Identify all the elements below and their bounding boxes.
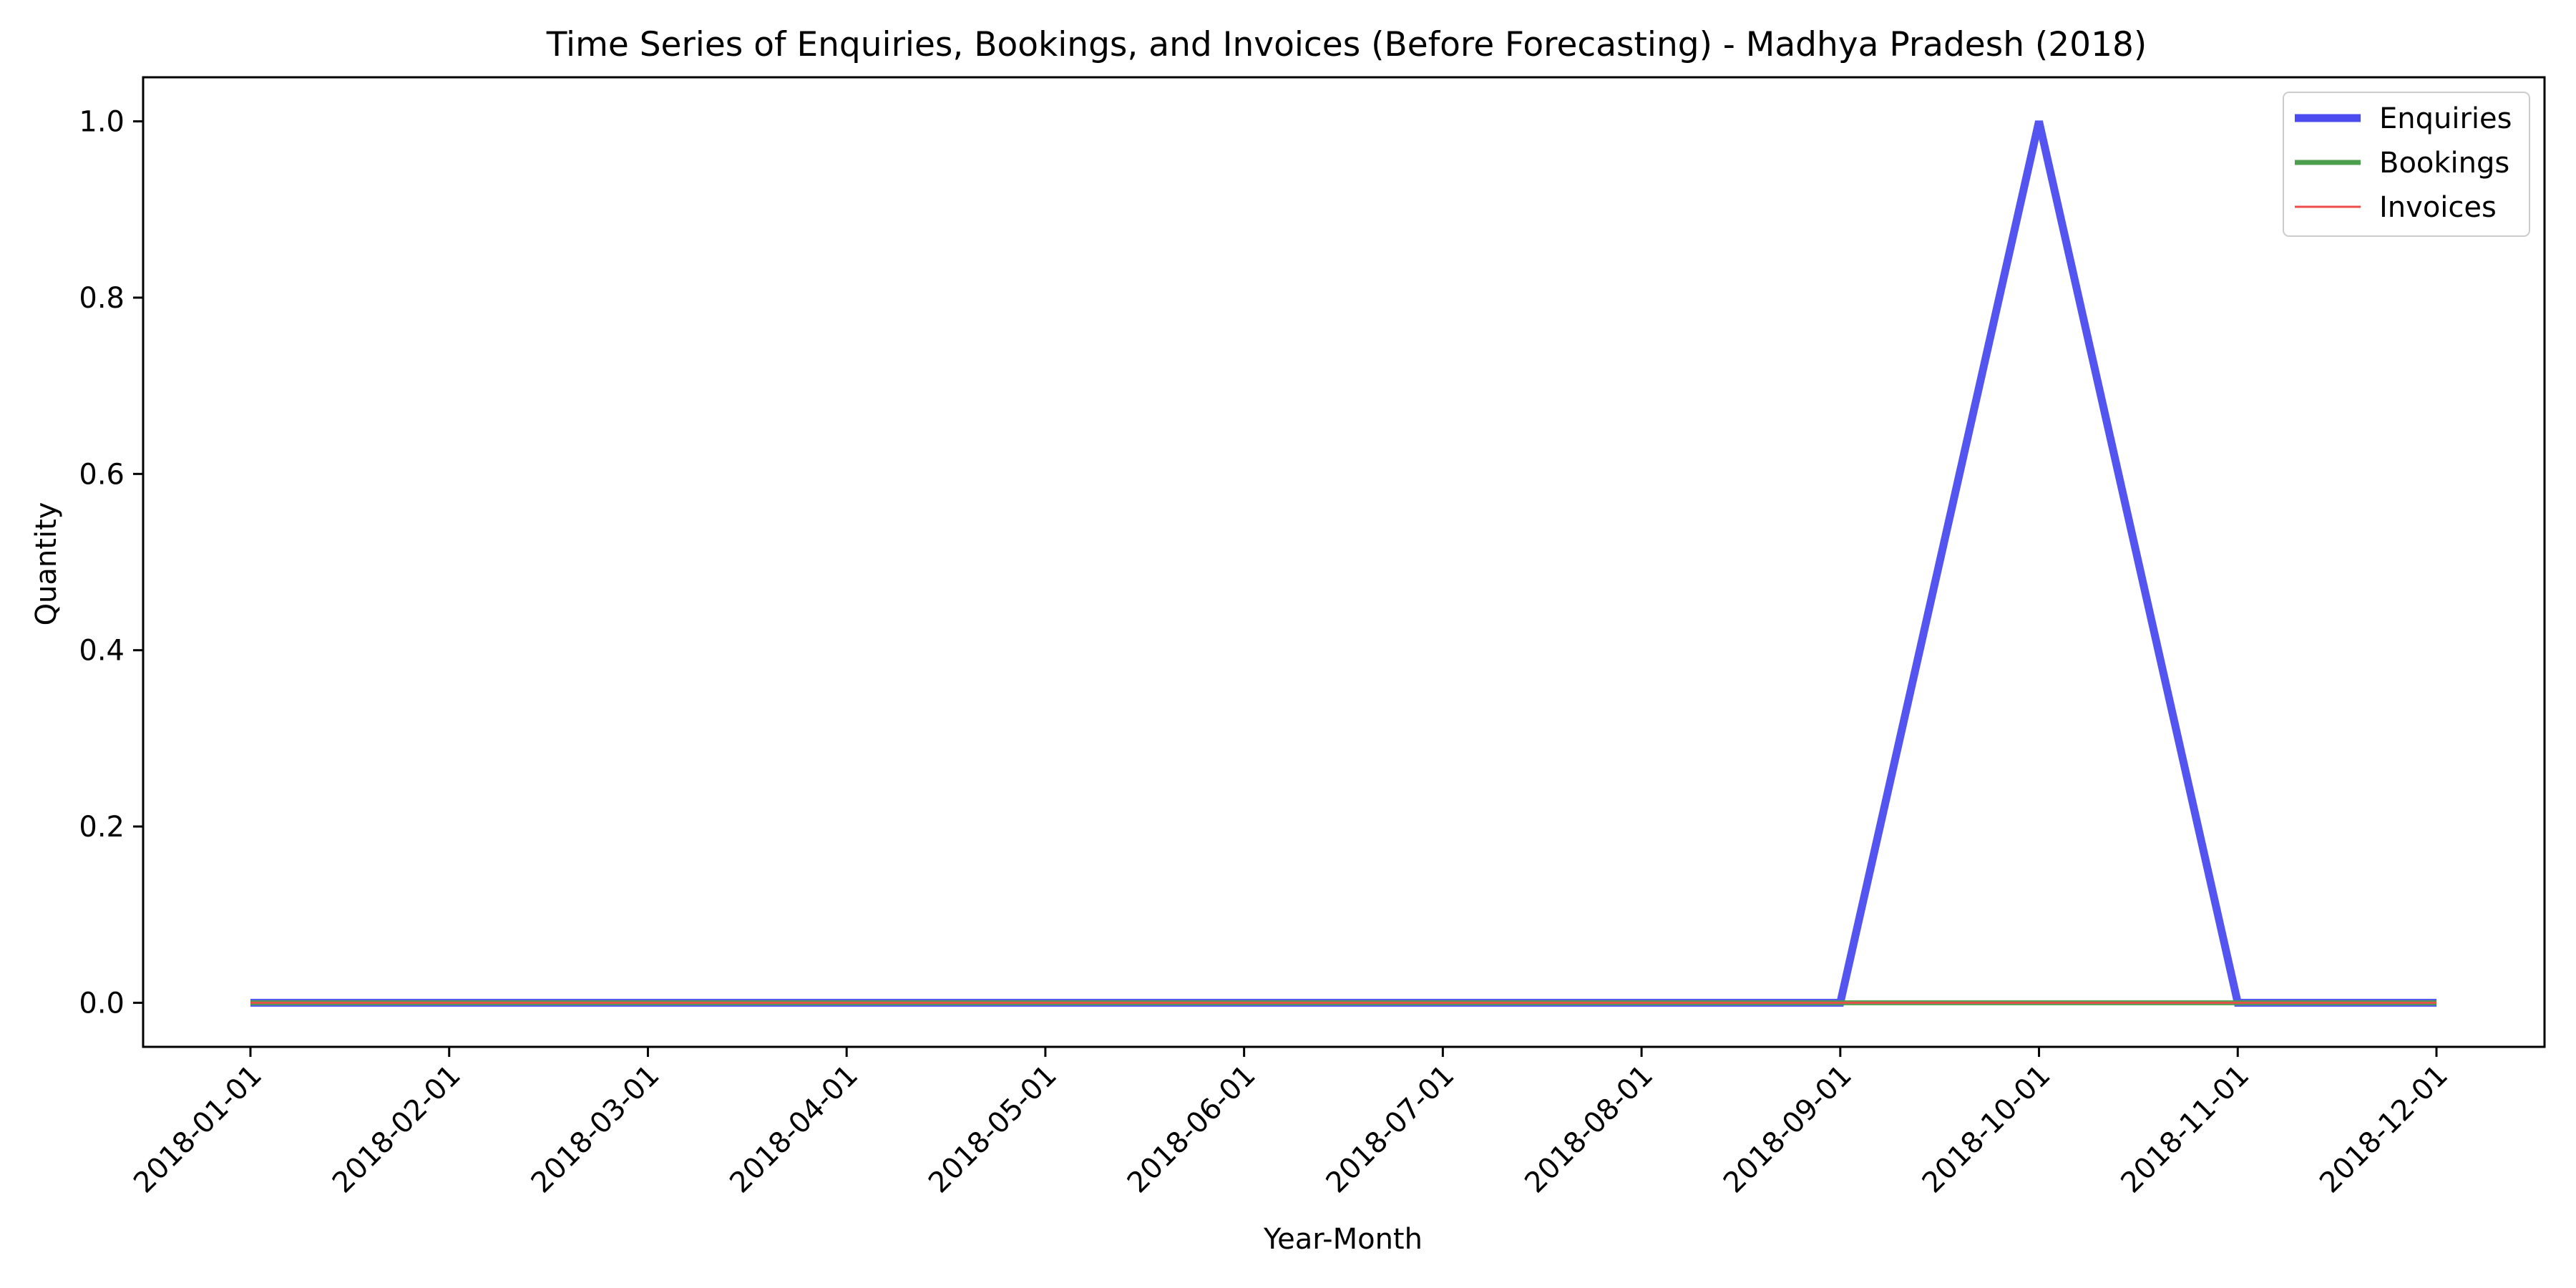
series-lines — [250, 120, 2436, 1007]
y-tick-label: 0.0 — [79, 987, 125, 1020]
y-tick-label: 0.8 — [79, 282, 125, 315]
plot-area — [142, 76, 2546, 1048]
y-tick-label: 0.6 — [79, 458, 125, 491]
y-axis-label: Quantity — [30, 502, 63, 626]
y-axis-ticks: 0.0 0.2 0.4 0.6 0.8 1.0 — [79, 106, 143, 1020]
legend-box — [2283, 92, 2530, 237]
legend-label-enquiries: Enquiries — [2379, 102, 2512, 135]
legend-label-invoices: Invoices — [2379, 191, 2497, 224]
legend: Enquiries Bookings Invoices — [2283, 92, 2530, 237]
plot-frame — [142, 76, 2546, 1048]
y-tick-label: 0.4 — [79, 635, 125, 668]
y-tick-label: 0.2 — [79, 811, 125, 844]
x-axis-label: Year-Month — [1263, 1223, 1423, 1256]
legend-label-bookings: Bookings — [2379, 147, 2509, 180]
y-tick-label: 1.0 — [79, 106, 125, 139]
chart-title: Time Series of Enquiries, Bookings, and … — [546, 25, 2147, 64]
